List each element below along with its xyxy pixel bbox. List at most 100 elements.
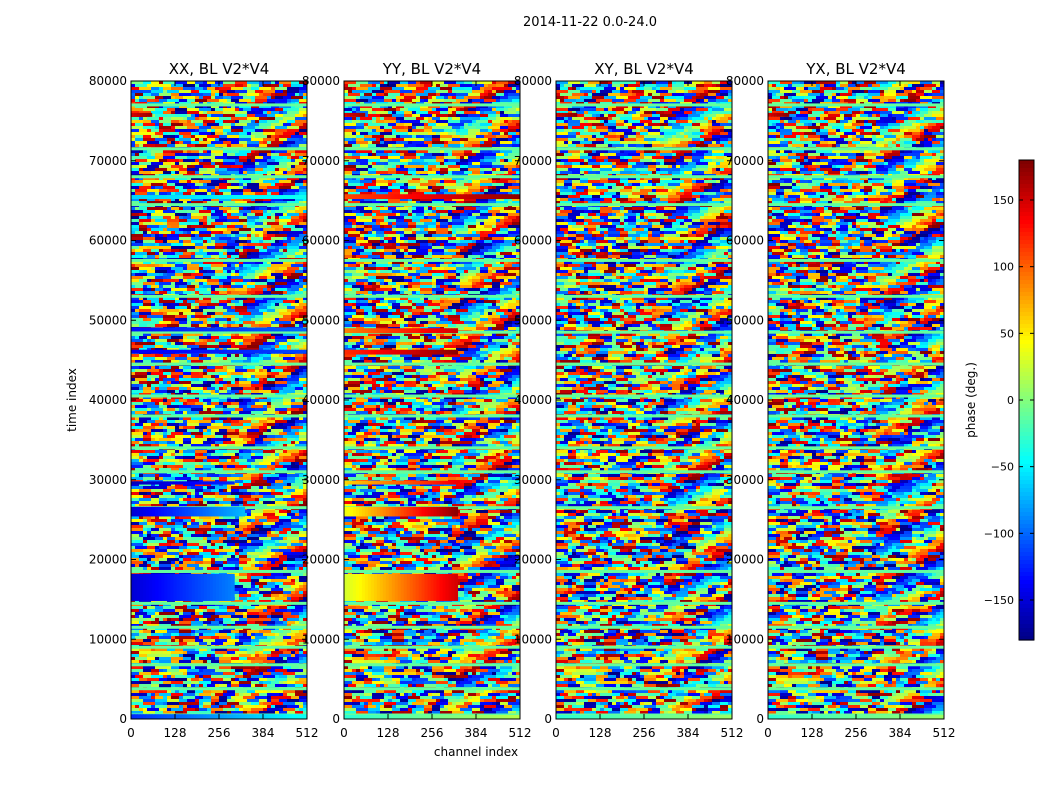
y-tick-label: 0 [756, 712, 764, 726]
flagged-row [556, 294, 732, 298]
phase-image [768, 81, 944, 719]
flagged-row [556, 103, 732, 107]
flagged-row [344, 203, 520, 207]
phase-feature [344, 112, 366, 117]
flagged-row [768, 645, 944, 649]
phase-feature [131, 195, 307, 200]
panel-title: YY, BL V2*V4 [382, 60, 481, 78]
y-tick-label: 0 [119, 712, 127, 726]
flagged-row [556, 330, 732, 334]
flagged-row [556, 601, 732, 605]
phase-feature [131, 481, 235, 485]
flagged-row [131, 625, 307, 629]
x-axis-label: channel index [434, 745, 518, 759]
colorbar-tick-label: 0 [1007, 394, 1014, 407]
panel-4: YX, BL V2*V4 0 128 256 384 512 0 10000 20000 3000… [726, 60, 956, 740]
colorbar-label: phase (deg.) [964, 362, 978, 438]
panel-1: XX, BL V2*V4 0 128 256 384 512 0 10000 20000 3000… [89, 60, 319, 740]
phase-feature [344, 194, 520, 200]
y-tick-label: 70000 [89, 154, 127, 168]
flagged-row [131, 663, 307, 667]
y-axis-label: time index [65, 368, 79, 432]
y-tick-label: 10000 [514, 632, 552, 646]
phase-feature [344, 506, 459, 517]
x-tick-label: 256 [633, 726, 656, 740]
x-tick-label: 512 [721, 726, 744, 740]
flagged-row [131, 470, 307, 474]
flagged-row [556, 470, 732, 474]
flagged-row [556, 414, 732, 418]
flagged-row [556, 569, 732, 573]
phase-feature [131, 573, 235, 601]
flagged-row [768, 601, 944, 605]
panel-title: XX, BL V2*V4 [169, 60, 270, 78]
flagged-row [131, 147, 307, 151]
flagged-row [344, 414, 520, 418]
flagged-row [131, 175, 307, 179]
x-tick-label: 128 [801, 726, 824, 740]
phase-feature [344, 480, 459, 485]
flagged-row [768, 362, 944, 366]
flagged-row [556, 203, 732, 207]
flagged-row [556, 645, 732, 649]
phase-feature [344, 573, 459, 601]
phase-feature [131, 327, 307, 332]
flagged-row [131, 394, 307, 398]
phase-feature [768, 715, 944, 719]
panels: XX, BL V2*V4 0 128 256 384 512 0 10000 20000 3000… [89, 60, 956, 740]
flagged-row [768, 103, 944, 107]
y-tick-label: 50000 [726, 313, 764, 327]
phase-feature [768, 112, 790, 117]
colorbar-gradient [1019, 160, 1034, 641]
flagged-row [768, 506, 944, 510]
panel-2: YY, BL V2*V4 0 128 256 384 512 0 10000 20000 3000… [302, 60, 532, 740]
phase-feature [556, 112, 578, 117]
flagged-row [344, 103, 520, 107]
y-tick-label: 20000 [302, 553, 340, 567]
flagged-row [768, 446, 944, 450]
x-tick-label: 384 [252, 726, 275, 740]
y-tick-label: 0 [332, 712, 340, 726]
x-tick-label: 256 [421, 726, 444, 740]
y-tick-label: 50000 [89, 313, 127, 327]
figure-suptitle: 2014-11-22 0.0-24.0 [523, 15, 657, 30]
flagged-row [131, 103, 307, 107]
y-tick-label: 60000 [514, 234, 552, 248]
x-tick-label: 512 [296, 726, 319, 740]
y-tick-label: 50000 [302, 313, 340, 327]
flagged-row [556, 506, 732, 510]
x-tick-label: 256 [845, 726, 868, 740]
flagged-row [768, 394, 944, 398]
phase-noise [344, 81, 520, 719]
flagged-row [344, 294, 520, 298]
flagged-row [131, 203, 307, 207]
flagged-row [768, 470, 944, 474]
flagged-row [344, 687, 520, 691]
phase-feature [344, 349, 459, 355]
flagged-row [556, 687, 732, 691]
flagged-row [344, 175, 520, 179]
phase-feature [344, 328, 459, 334]
y-tick-label: 40000 [514, 393, 552, 407]
panel-3: XY, BL V2*V4 0 128 256 384 512 0 10000 20000 3000… [514, 60, 744, 740]
flagged-row [556, 258, 732, 262]
flagged-row [768, 147, 944, 151]
flagged-row [131, 645, 307, 649]
flagged-row [344, 601, 520, 605]
y-tick-label: 20000 [514, 553, 552, 567]
y-tick-label: 40000 [89, 393, 127, 407]
phase-feature [131, 506, 246, 517]
x-tick-label: 0 [127, 726, 135, 740]
y-tick-label: 80000 [89, 74, 127, 88]
flagged-row [131, 294, 307, 298]
flagged-row [768, 625, 944, 629]
flagged-row [556, 175, 732, 179]
y-tick-label: 10000 [302, 632, 340, 646]
y-tick-label: 30000 [514, 473, 552, 487]
x-tick-label: 128 [589, 726, 612, 740]
flagged-row [344, 470, 520, 474]
flagged-row [768, 175, 944, 179]
x-tick-label: 384 [889, 726, 912, 740]
phase-image [344, 81, 520, 719]
